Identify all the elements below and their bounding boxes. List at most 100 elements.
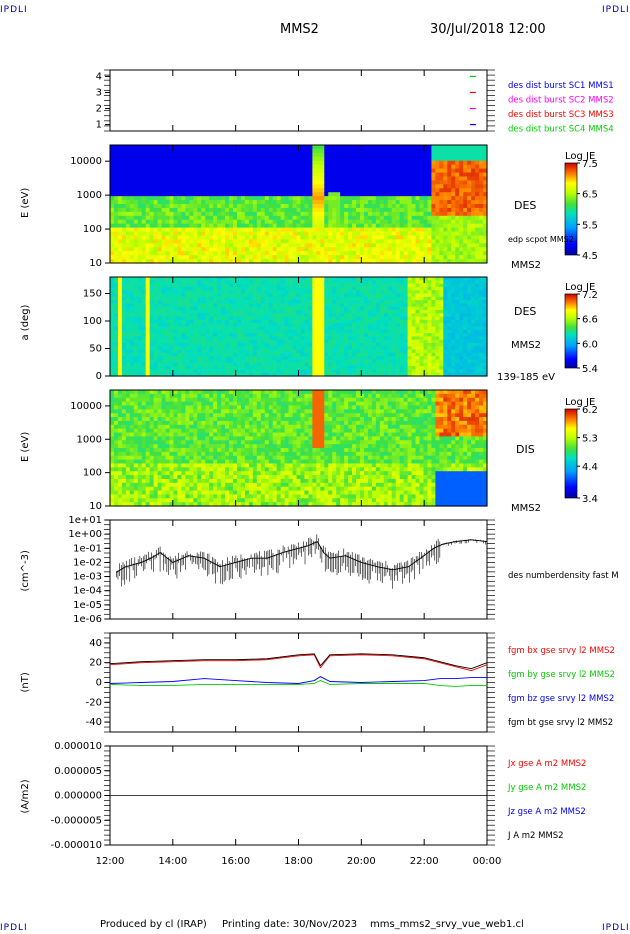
spectrogram-cell	[260, 251, 266, 256]
spectrogram-cell	[320, 310, 325, 314]
spectrogram-cell	[157, 145, 163, 150]
spectrogram-cell	[161, 255, 167, 260]
spectrogram-cell	[371, 180, 377, 185]
spectrogram-cell	[233, 215, 238, 221]
spectrogram-cell	[121, 192, 127, 197]
spectrogram-cell	[213, 333, 218, 337]
spectrogram-cell	[316, 296, 321, 301]
spectrogram-cell	[284, 176, 290, 181]
spectrogram-cell	[316, 310, 321, 314]
spectrogram-cell	[169, 359, 175, 364]
spectrogram-cell	[201, 211, 206, 217]
spectrogram-cell	[121, 231, 127, 237]
spectrogram-cell	[240, 356, 246, 361]
spectrogram-cell	[356, 300, 361, 304]
spectrogram-cell	[185, 239, 190, 244]
spectrogram-cell	[284, 215, 290, 221]
spectrogram-cell	[165, 231, 171, 237]
spectrogram-cell	[268, 303, 274, 308]
spectrogram-cell	[201, 239, 206, 244]
spectrogram-cell	[375, 303, 381, 308]
spectrogram-cell	[332, 192, 337, 197]
spectrogram-cell	[324, 366, 329, 370]
spectrogram-cell	[165, 196, 171, 201]
spectrogram-cell	[288, 156, 294, 162]
spectrogram-cell	[169, 255, 175, 260]
spectrogram-cell	[304, 148, 310, 154]
spectrogram-cell	[316, 352, 321, 357]
spectrogram-cell	[431, 231, 437, 237]
spectrogram-cell	[395, 156, 401, 162]
spectrogram-cell	[117, 323, 123, 328]
spectrogram-cell	[332, 196, 337, 201]
spectrogram-cell	[161, 215, 167, 221]
spectrogram-cell	[165, 145, 171, 150]
spectrogram-cell	[479, 251, 484, 256]
spectrogram-cell	[399, 247, 405, 252]
spectrogram-cell	[288, 204, 294, 209]
spectrogram-cell	[129, 219, 135, 225]
spectrogram-cell	[244, 148, 250, 154]
spectrogram-cell	[375, 211, 381, 217]
spectrogram-cell	[332, 200, 337, 205]
spectrogram-cell	[276, 239, 282, 244]
spectrogram-cell	[272, 176, 278, 181]
spectrogram-cell	[439, 200, 444, 205]
spectrogram-cell	[332, 219, 337, 225]
spectrogram-cell	[336, 339, 341, 344]
spectrogram-cell	[153, 184, 159, 189]
spectrogram-cell	[248, 184, 254, 189]
spectrogram-cell	[133, 200, 139, 205]
spectrogram-cell	[256, 359, 262, 364]
spectrogram-cell	[399, 219, 405, 225]
spectrogram-cell	[296, 207, 302, 213]
spectrogram-cell	[133, 255, 139, 260]
spectrogram-cell	[236, 343, 242, 347]
spectrogram-cell	[256, 235, 262, 240]
spectrogram-cell	[177, 192, 183, 197]
spectrogram-cell	[336, 255, 341, 260]
spectrogram-cell	[395, 211, 401, 217]
spectrogram-cell	[189, 255, 194, 260]
spectrogram-cell	[185, 176, 190, 181]
spectrogram-cell	[300, 323, 306, 328]
spectrogram-cell	[367, 326, 373, 331]
spectrogram-cell	[193, 227, 198, 233]
spectrogram-cell	[225, 319, 230, 324]
spectrogram-cell	[189, 172, 194, 178]
spectrogram-cell	[399, 172, 405, 178]
spectrogram-cell	[284, 156, 290, 162]
spectrogram-cell	[157, 362, 163, 367]
spectrogram-cell	[217, 235, 222, 240]
spectrogram-cell	[141, 188, 147, 193]
spectrogram-cell	[367, 164, 373, 170]
spectrogram-cell	[435, 259, 440, 264]
spectrogram-cell	[157, 172, 163, 178]
spectrogram-cell	[177, 313, 183, 318]
spectrogram-cell	[161, 184, 167, 189]
spectrogram-cell	[336, 290, 341, 295]
spectrogram-cell	[173, 349, 179, 354]
spectrogram-cell	[236, 313, 242, 318]
spectrogram-cell	[173, 172, 179, 178]
spectrogram-cell	[363, 296, 369, 301]
spectrogram-cell	[236, 231, 242, 237]
spectrogram-cell	[272, 316, 278, 321]
spectrogram-cell	[379, 231, 385, 237]
spectrogram-cell	[288, 172, 294, 178]
spectrogram-cell	[363, 148, 369, 154]
spectrogram-cell	[236, 306, 242, 311]
spectrogram-cell	[411, 259, 417, 264]
spectrogram-cell	[149, 211, 155, 217]
spectrogram-cell	[371, 239, 377, 244]
spectrogram-cell	[145, 290, 151, 295]
spectrogram-cell	[209, 310, 214, 314]
spectrogram-cell	[443, 239, 448, 244]
spectrogram-cell	[153, 313, 159, 318]
spectrogram-cell	[284, 290, 290, 295]
spectrogram-cell	[431, 164, 437, 170]
spectrogram-cell	[300, 362, 306, 367]
spectrogram-cell	[340, 369, 345, 374]
spectrogram-cell	[161, 366, 167, 370]
spectrogram-cell	[352, 255, 357, 260]
